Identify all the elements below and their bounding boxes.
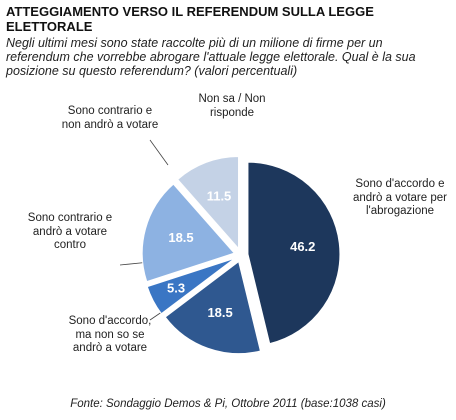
slice-label: Sono d'accordo e andrò a votare per l'ab… <box>353 178 447 217</box>
pie-slice <box>247 161 341 345</box>
value-label: 5.3 <box>167 280 185 295</box>
chart-title: ATTEGGIAMENTO VERSO IL REFERENDUM SULLA … <box>6 4 374 34</box>
leader-line <box>149 139 169 166</box>
slice-label: Sono contrario e non andrò a votare <box>61 105 159 131</box>
value-label: 18.5 <box>207 305 232 320</box>
chart-subtitle: Negli ultimi mesi sono state raccolte pi… <box>6 36 416 78</box>
pie-slice <box>164 260 262 355</box>
source-note: Fonte: Sondaggio Demos & Pi, Ottobre 201… <box>70 398 386 410</box>
slice-label: Sono contrario e andrò a votare contro <box>27 212 113 251</box>
value-label: 18.5 <box>168 230 193 245</box>
slice-label: Sono d'accordo, ma non so se andrò a vot… <box>68 315 152 354</box>
value-label: 11.5 <box>207 188 232 203</box>
pie-slice <box>141 183 236 283</box>
pie-slice <box>146 257 236 315</box>
slice-label: Non sa / Non risponde <box>198 93 266 119</box>
pie-slice <box>176 155 240 250</box>
value-label: 46.2 <box>290 239 315 254</box>
